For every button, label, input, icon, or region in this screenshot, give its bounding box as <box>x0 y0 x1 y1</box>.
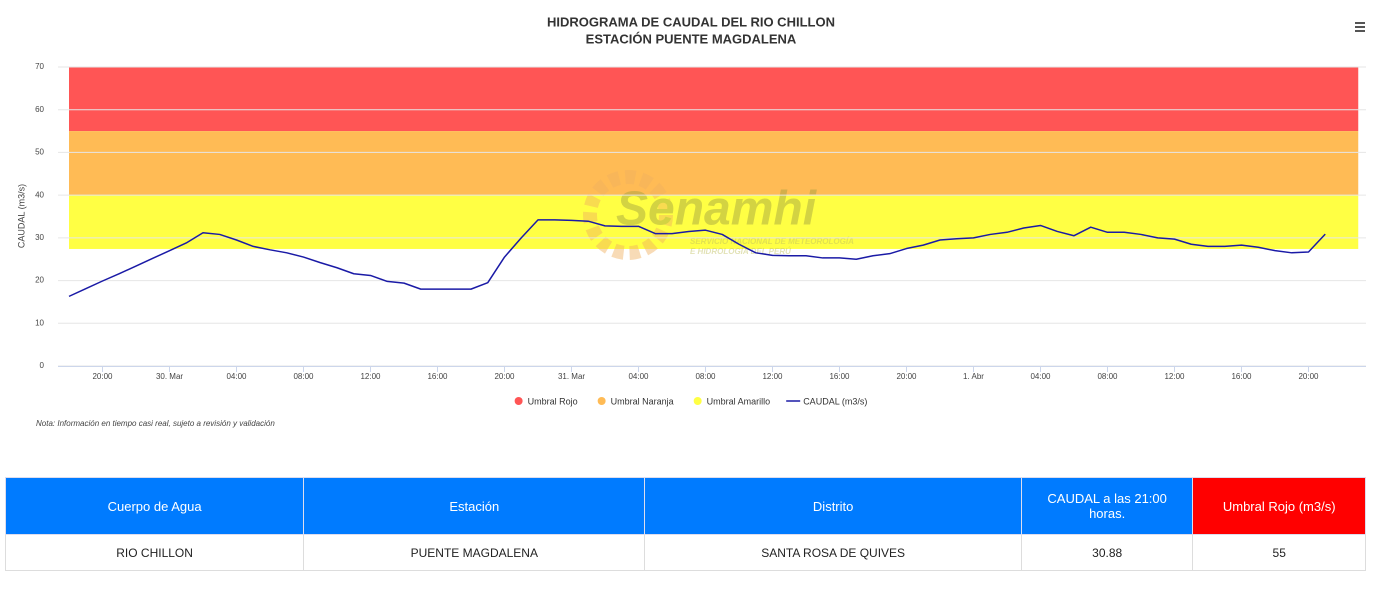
threshold-band <box>69 195 1359 249</box>
table-header: Distrito <box>644 477 1022 535</box>
y-tick-label: 30 <box>35 233 44 242</box>
chart-subtitle: ESTACIÓN PUENTE MAGDALENA <box>586 31 797 46</box>
table-header: Cuerpo de Agua <box>4 477 305 535</box>
legend-marker <box>597 397 606 405</box>
legend-label: Umbral Amarillo <box>707 396 771 406</box>
table-cell: SANTA ROSA DE QUIVES <box>644 534 1022 571</box>
y-axis-label: CAUDAL (m3/s) <box>16 184 26 248</box>
x-tick-label: 20:00 <box>494 372 515 381</box>
chart-title: HIDROGRAMA DE CAUDAL DEL RIO CHILLON <box>547 14 835 29</box>
x-tick-label: 08:00 <box>1097 372 1118 381</box>
table-cell: PUENTE MAGDALENA <box>303 534 646 571</box>
x-tick-label: 30. Mar <box>156 372 183 381</box>
x-tick-label: 08:00 <box>695 372 716 381</box>
note: Nota: Información en tiempo casi real, s… <box>36 419 275 428</box>
logo-line: E HIDROLOGÍA DEL PERÚ <box>690 247 791 256</box>
x-tick-label: 12:00 <box>1164 372 1185 381</box>
x-tick-label: 16:00 <box>1231 372 1252 381</box>
x-tick-label: 16:00 <box>427 372 448 381</box>
data-table: Cuerpo de Agua Estación Distrito CAUDAL a l… <box>4 477 1366 571</box>
x-tick-label: 04:00 <box>226 372 247 381</box>
x-tick-label: 31. Mar <box>558 372 585 381</box>
threshold-band <box>69 131 1359 196</box>
legend: Umbral Rojo Umbral Naranja Umbral Amarillo… <box>514 396 867 406</box>
table-row: RIO CHILLON PUENTE MAGDALENA SANTA ROSA DE… <box>4 534 1366 571</box>
y-tick-label: 50 <box>35 148 44 157</box>
x-tick-label: 04:00 <box>628 372 649 381</box>
chart: HIDROGRAMA DE CAUDAL DEL RIO CHILLON EST… <box>16 14 1366 428</box>
x-tick-label: 20:00 <box>896 372 917 381</box>
x-tick-label: 04:00 <box>1030 372 1051 381</box>
legend-label: Umbral Rojo <box>528 396 578 406</box>
data-line <box>68 219 1326 298</box>
table-header: Umbral Rojo (m3/s) <box>1192 477 1366 535</box>
x-tick-label: 08:00 <box>293 372 314 381</box>
table-header: Estación <box>303 477 646 535</box>
table-cell: 30.88 <box>1020 534 1194 571</box>
logo-sun <box>583 170 673 260</box>
logo-line: SERVICIO NACIONAL DE METEOROLOGÍA <box>690 237 854 246</box>
x-tick-label: 12:00 <box>360 372 381 381</box>
legend-label: Umbral Naranja <box>611 396 674 406</box>
table-cell: 55 <box>1192 534 1366 571</box>
y-tick-label: 20 <box>35 276 44 285</box>
table-header: CAUDAL a las 21:00 horas. <box>1020 477 1194 535</box>
menu-icon[interactable] <box>1355 22 1365 32</box>
x-tick-label: 16:00 <box>829 372 850 381</box>
logo-text: Senamhi <box>616 183 818 236</box>
threshold-band <box>69 67 1359 132</box>
y-tick-label: 70 <box>35 62 44 71</box>
y-tick-label: 10 <box>35 318 44 327</box>
y-tick-label: 0 <box>40 361 45 370</box>
x-tick-label: 12:00 <box>762 372 783 381</box>
legend-label: CAUDAL (m3/s) <box>803 396 867 406</box>
x-tick-label: 1. Abr <box>963 372 984 381</box>
legend-marker <box>514 397 523 405</box>
x-tick-label: 20:00 <box>92 372 113 381</box>
legend-marker <box>693 397 702 405</box>
table-cell: RIO CHILLON <box>4 534 305 571</box>
y-tick-label: 60 <box>35 105 44 114</box>
y-tick-label: 40 <box>35 190 44 199</box>
x-tick-label: 20:00 <box>1298 372 1319 381</box>
